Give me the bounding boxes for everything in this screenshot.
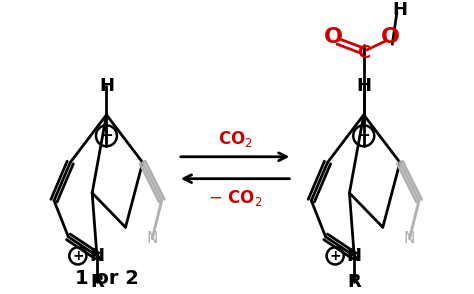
Text: $-$ CO$_2$: $-$ CO$_2$ (208, 188, 262, 208)
Text: R: R (90, 273, 104, 290)
Text: CO$_2$: CO$_2$ (218, 129, 253, 149)
Text: H: H (99, 77, 114, 95)
Text: N: N (404, 231, 415, 246)
Text: −: − (357, 128, 370, 143)
Text: O: O (381, 27, 400, 47)
Text: O: O (324, 27, 343, 47)
Text: −: − (100, 128, 113, 143)
Text: +: + (329, 249, 341, 263)
Text: N: N (146, 231, 158, 246)
Text: C: C (357, 44, 370, 62)
Text: H: H (356, 77, 371, 95)
Text: 1 or 2: 1 or 2 (74, 269, 138, 288)
Text: +: + (72, 249, 84, 263)
Text: H: H (392, 1, 408, 19)
Text: N: N (90, 247, 104, 265)
Text: R: R (347, 273, 361, 290)
Text: N: N (346, 247, 362, 265)
